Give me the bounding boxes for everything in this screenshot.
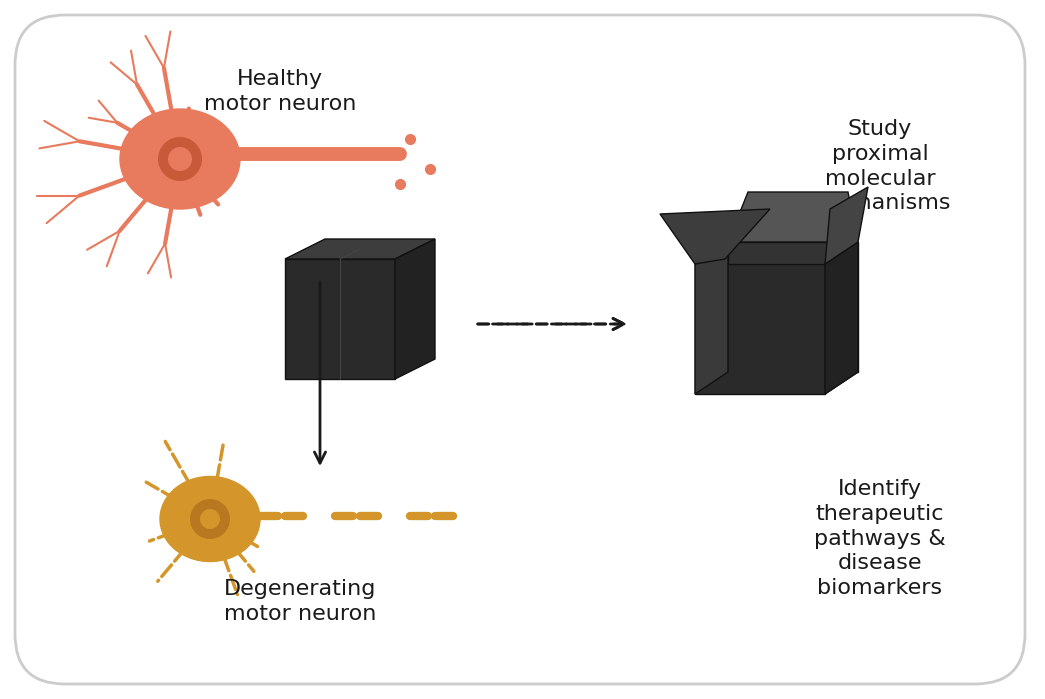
Polygon shape xyxy=(695,242,728,394)
Text: Degenerating
motor neuron: Degenerating motor neuron xyxy=(224,579,376,624)
Polygon shape xyxy=(395,239,435,379)
Polygon shape xyxy=(285,239,435,259)
Ellipse shape xyxy=(120,109,240,209)
Polygon shape xyxy=(695,372,858,394)
Text: Identify
therapeutic
pathways &
disease
biomarkers: Identify therapeutic pathways & disease … xyxy=(814,479,946,598)
Polygon shape xyxy=(728,192,858,242)
Ellipse shape xyxy=(160,477,260,561)
Circle shape xyxy=(190,499,230,539)
Polygon shape xyxy=(660,209,770,264)
FancyArrowPatch shape xyxy=(478,319,624,329)
Text: Healthy
motor neuron: Healthy motor neuron xyxy=(204,69,356,114)
Polygon shape xyxy=(695,264,825,394)
Polygon shape xyxy=(285,259,395,379)
Circle shape xyxy=(168,147,192,171)
Circle shape xyxy=(158,137,202,181)
Polygon shape xyxy=(825,187,868,264)
FancyBboxPatch shape xyxy=(15,15,1025,684)
Circle shape xyxy=(200,509,220,529)
Polygon shape xyxy=(825,242,858,394)
Text: Study
proximal
molecular
mechanisms: Study proximal molecular mechanisms xyxy=(810,119,950,213)
Polygon shape xyxy=(728,242,858,372)
